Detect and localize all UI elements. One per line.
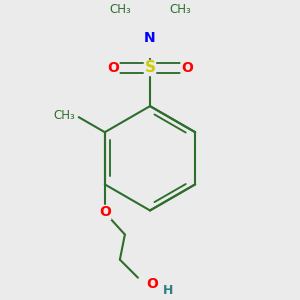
Text: O: O: [181, 61, 193, 75]
Text: O: O: [107, 61, 119, 75]
Text: S: S: [145, 61, 155, 76]
Text: CH₃: CH₃: [53, 109, 75, 122]
Text: N: N: [144, 31, 156, 45]
Text: CH₃: CH₃: [169, 3, 191, 16]
Text: O: O: [99, 206, 111, 220]
Text: H: H: [163, 284, 173, 297]
Text: CH₃: CH₃: [109, 3, 131, 16]
Text: O: O: [146, 277, 158, 291]
